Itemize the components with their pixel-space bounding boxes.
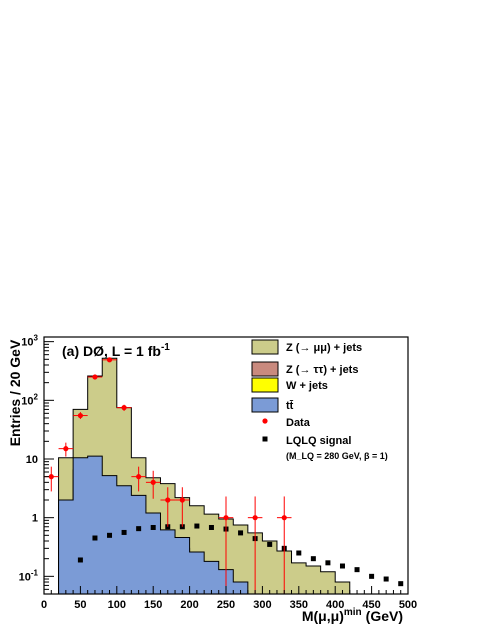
data-marker-10 (223, 515, 229, 521)
data-marker-0 (48, 474, 54, 480)
signal-point-21 (383, 576, 389, 582)
y-tick-label-0: 10-1 (19, 568, 39, 583)
x-tick-label-1: 50 (74, 599, 86, 611)
data-markers (44, 357, 292, 594)
data-point-6 (131, 466, 146, 492)
signal-point-16 (310, 556, 316, 562)
signal-point-17 (325, 560, 331, 566)
legend-entry-5: LQLQ signal (262, 435, 351, 447)
signal-point-2 (107, 532, 113, 538)
data-point-11 (247, 496, 263, 594)
x-tick-label-3: 150 (144, 599, 162, 611)
legend-entry-1: Z (→ ττ) + jets (251, 361, 358, 377)
legend-entry-2: W + jets (251, 377, 328, 393)
data-marker-2 (77, 412, 83, 419)
signal-point-8 (194, 523, 200, 529)
data-marker-6 (136, 474, 142, 480)
y-axis-ticks: 10-1 1 10 102 103 (19, 334, 54, 595)
data-point-2 (73, 412, 88, 420)
x-tick-label-10: 500 (399, 599, 417, 611)
signal-point-0 (77, 557, 83, 563)
x-tick-label-5: 250 (217, 599, 235, 611)
data-marker-7 (150, 479, 156, 485)
legend-label-1: Z (→ ττ) + jets (286, 364, 358, 376)
data-point-5 (116, 404, 132, 411)
data-marker-4 (106, 357, 113, 363)
legend-entry-3: tt̄ (251, 397, 294, 413)
signal-point-5 (150, 524, 156, 530)
data-point-3 (87, 374, 103, 380)
data-point-0 (44, 466, 59, 492)
legend-entry-0: Z (→ μμ) + jets (251, 339, 362, 355)
x-axis-label: M(μ,μ)min (GeV) (302, 607, 403, 624)
legend-marker-5 (262, 436, 268, 442)
signal-point-20 (369, 573, 375, 579)
data-marker-11 (252, 515, 258, 521)
data-point-7 (145, 470, 161, 499)
y-tick-label-2: 10 (26, 454, 38, 466)
legend-marker-4 (262, 418, 268, 424)
data-marker-9 (179, 497, 185, 503)
y-axis-label: Entries / 20 GeV (7, 339, 23, 446)
annotation: (a) DØ, L = 1 fb-1 (62, 342, 170, 359)
data-point-9 (175, 487, 190, 527)
legend-label-0: Z (→ μμ) + jets (286, 342, 362, 354)
data-marker-5 (121, 405, 127, 411)
signal-point-3 (121, 529, 127, 535)
signal-point-1 (92, 535, 98, 541)
x-tick-label-9: 450 (362, 599, 380, 611)
signal-point-11 (238, 530, 244, 536)
data-point-12 (276, 496, 292, 594)
x-tick-label-8: 400 (326, 599, 344, 611)
x-tick-label-6: 300 (253, 599, 271, 611)
signal-point-9 (208, 524, 214, 530)
x-tick-label-7: 350 (290, 599, 308, 611)
data-marker-8 (165, 497, 171, 503)
signal-point-15 (296, 550, 302, 556)
signal-point-13 (267, 541, 273, 547)
legend: Z (→ μμ) + jets Z (→ ττ) + jets W + jets tt… (251, 339, 388, 461)
data-point-10 (218, 496, 234, 594)
x-tick-label-0: 0 (41, 599, 47, 611)
y-tick-label-3: 102 (21, 392, 38, 407)
legend-swatch-2 (251, 377, 279, 393)
x-tick-label-2: 100 (108, 599, 126, 611)
legend-label-4: Data (286, 417, 311, 429)
data-marker-12 (281, 515, 287, 521)
legend-label-6: (M_LQ = 280 GeV, β = 1) (286, 451, 388, 461)
legend-entry-4: Data (262, 417, 311, 429)
data-marker-3 (92, 374, 98, 380)
x-tick-label-4: 200 (180, 599, 198, 611)
data-point-8 (160, 487, 176, 527)
data-point-4 (102, 357, 117, 363)
legend-swatch-1 (251, 361, 279, 377)
data-point-1 (58, 442, 74, 457)
signal-point-19 (354, 567, 360, 573)
legend-label-5: LQLQ signal (286, 435, 351, 447)
legend-entry-6: (M_LQ = 280 GeV, β = 1) (286, 451, 388, 461)
data-marker-1 (63, 446, 69, 452)
legend-swatch-0 (251, 339, 279, 355)
legend-swatch-3 (251, 397, 279, 413)
y-tick-label-4: 103 (21, 334, 38, 349)
signal-point-4 (136, 526, 142, 532)
signal-point-22 (398, 581, 404, 587)
y-tick-label-1: 1 (32, 513, 38, 525)
legend-label-3: tt̄ (286, 400, 294, 412)
signal-point-18 (339, 563, 345, 569)
legend-label-2: W + jets (286, 380, 328, 392)
x-axis-ticks: 0 50 100 150 200 250 300 350 400 450 500 (41, 586, 417, 611)
